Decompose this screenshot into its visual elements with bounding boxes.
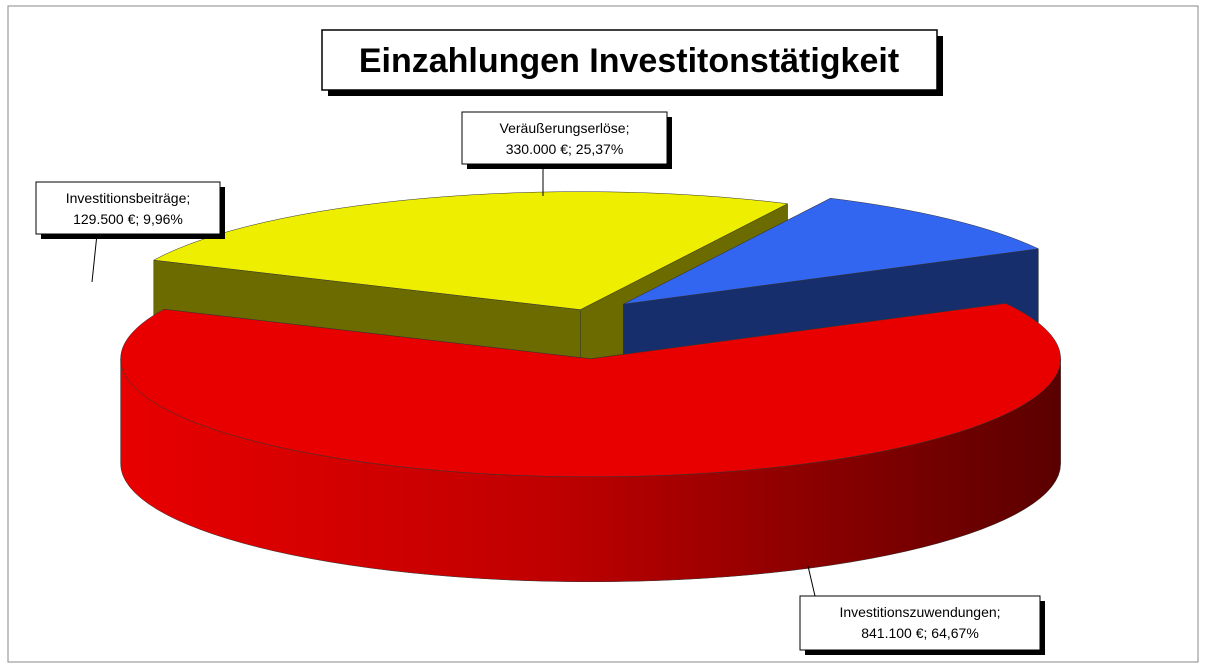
- label-category: Veräußerungserlöse;: [500, 120, 630, 136]
- label-value: 129.500 €; 9,96%: [73, 211, 183, 227]
- label-box: [799, 595, 1041, 651]
- label-category: Investitionszuwendungen;: [839, 604, 1000, 620]
- pie: [120, 191, 1061, 582]
- slice: [120, 303, 1061, 478]
- chart-title: Einzahlungen Investitonstätigkeit: [359, 42, 899, 80]
- label-box: [35, 181, 221, 235]
- leader-line: [807, 565, 816, 597]
- label-value: 330.000 €; 25,37%: [506, 141, 624, 157]
- leader-line: [91, 233, 98, 283]
- label-category: Investitionsbeiträge;: [66, 190, 191, 206]
- label-box: [461, 111, 668, 165]
- label-value: 841.100 €; 64,67%: [861, 625, 979, 641]
- title-box: [321, 29, 938, 91]
- labels: Investitionszuwendungen; 841.100 €; 64,67…: [35, 111, 1045, 655]
- slice: [623, 197, 1040, 305]
